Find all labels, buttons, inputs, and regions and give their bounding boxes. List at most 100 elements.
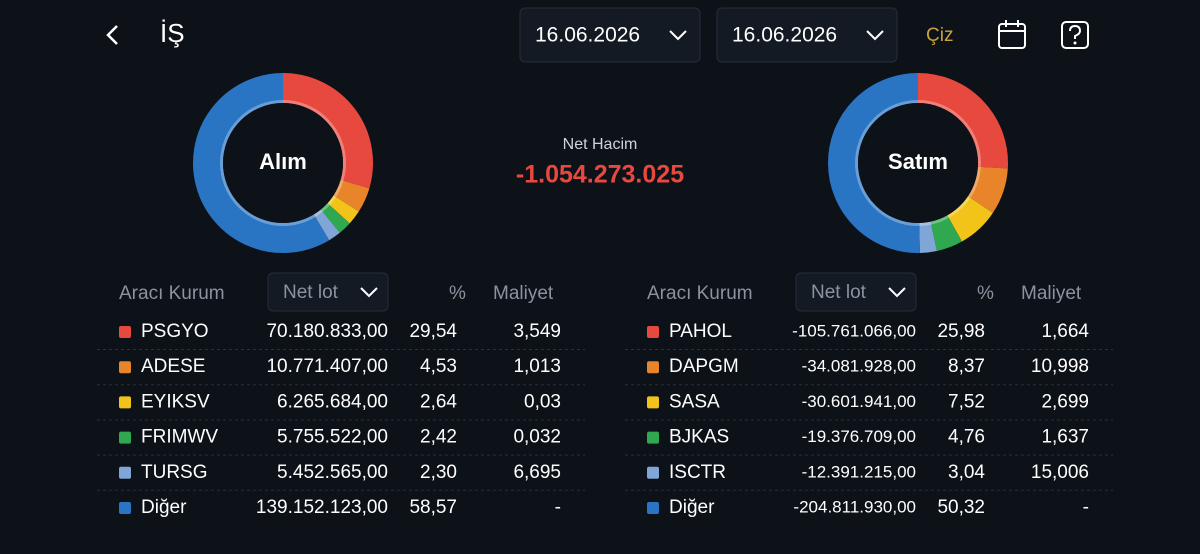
broker-name: DAPGM: [669, 356, 739, 377]
donut-label: Satım: [888, 149, 948, 174]
broker-name: SASA: [669, 391, 720, 412]
net-lot: -19.376.709,00: [802, 427, 916, 446]
donut-segment: [333, 179, 370, 212]
cost: 0,032: [513, 427, 561, 448]
chevron: [669, 30, 687, 41]
back-button[interactable]: [106, 25, 118, 45]
broker-name: FRIMWV: [141, 427, 218, 448]
broker-name: Diğer: [669, 497, 715, 518]
donut-segment: [282, 73, 373, 189]
net-lot: 6.265.684,00: [277, 391, 388, 412]
help-icon[interactable]: [1061, 21, 1089, 49]
donut-hole: [223, 103, 343, 223]
net-lot: 70.180.833,00: [266, 321, 388, 342]
donut-label: Alım: [259, 149, 307, 174]
legend-swatch: [119, 466, 131, 479]
donut-segment: [967, 166, 1008, 213]
legend-swatch: [119, 361, 131, 374]
broker-name: PAHOL: [669, 321, 732, 342]
share: 8,37: [948, 356, 985, 377]
cost: 3,549: [513, 321, 561, 342]
donut-segment: [930, 215, 962, 251]
net-lot: -204.811.930,00: [793, 497, 916, 516]
draw-button[interactable]: Çiz: [926, 25, 953, 46]
share: 2,64: [420, 391, 457, 412]
legend-swatch: [119, 502, 131, 514]
net-lot: -30.601.941,00: [802, 392, 916, 411]
column-header: %: [449, 283, 466, 304]
share: 4,53: [420, 356, 457, 377]
cost: -: [1083, 497, 1089, 518]
date-from-box[interactable]: [519, 7, 701, 63]
legend-swatch: [119, 396, 131, 409]
legend-swatch: [647, 502, 659, 514]
share: 29,54: [409, 321, 457, 342]
column-header: Maliyet: [493, 283, 554, 304]
net-lot: -12.391.215,00: [802, 462, 916, 481]
date-to-box[interactable]: [716, 7, 898, 63]
donut-inner-ring: [855, 100, 981, 226]
column-header: Net lot: [283, 282, 339, 303]
legend-swatch: [647, 466, 659, 479]
chevron: [866, 30, 884, 41]
legend-swatch: [647, 396, 659, 409]
share: 3,04: [948, 462, 985, 483]
cost: 1,013: [513, 356, 561, 377]
broker-name: ADESE: [141, 356, 205, 377]
net-lot: 139.152.123,00: [256, 497, 388, 518]
broker-name: BJKAS: [669, 427, 729, 448]
cost: 0,03: [524, 391, 561, 412]
sort-dropdown[interactable]: [267, 272, 389, 312]
net-lot: -105.761.066,00: [792, 321, 916, 340]
legend-swatch: [647, 326, 659, 338]
broker-name: PSGYO: [141, 321, 209, 342]
broker-name: Diğer: [141, 497, 187, 518]
broker-name: EYIKSV: [141, 391, 210, 412]
calendar-icon[interactable]: [998, 20, 1026, 49]
cost: 1,637: [1041, 427, 1089, 448]
legend-swatch: [647, 361, 659, 374]
donut-segment: [946, 195, 993, 242]
share: 58,57: [409, 497, 457, 518]
donut-inner-ring: [220, 100, 346, 226]
cost: 1,664: [1041, 321, 1089, 342]
column-header: Maliyet: [1021, 283, 1082, 304]
broker-name: TURSG: [141, 462, 208, 483]
share: 7,52: [948, 391, 985, 412]
share: 2,42: [420, 427, 457, 448]
net-volume-value: -1.054.273.025: [516, 161, 684, 189]
cost: 10,998: [1031, 356, 1089, 377]
date-from: 16.06.2026: [535, 24, 640, 47]
share: 50,32: [937, 497, 985, 518]
chevron: [360, 287, 378, 298]
broker-name: ISCTR: [669, 462, 726, 483]
net-lot: -34.081.928,00: [802, 357, 916, 376]
sort-dropdown[interactable]: [795, 272, 917, 312]
legend-swatch: [119, 326, 131, 338]
column-header: Aracı Kurum: [647, 283, 753, 304]
donut-segment: [313, 209, 340, 241]
donut-segment: [193, 73, 330, 253]
cost: 15,006: [1031, 462, 1089, 483]
chevron: [888, 287, 906, 298]
donut-segment: [918, 221, 937, 253]
share: 4,76: [948, 427, 985, 448]
donut-segment: [828, 73, 920, 253]
column-header: Net lot: [811, 282, 867, 303]
net-lot: 5.755.522,00: [277, 427, 388, 448]
share: 2,30: [420, 462, 457, 483]
page-title: İŞ: [160, 18, 185, 48]
column-header: Aracı Kurum: [119, 283, 225, 304]
share: 25,98: [937, 321, 985, 342]
net-lot: 5.452.565,00: [277, 462, 388, 483]
donut-segment: [917, 73, 1008, 169]
date-to: 16.06.2026: [732, 24, 837, 47]
cost: 2,699: [1041, 391, 1089, 412]
cost: 6,695: [513, 462, 561, 483]
donut-segment: [327, 195, 359, 224]
donut-segment: [320, 203, 350, 233]
net-volume-label: Net Hacim: [563, 136, 638, 153]
net-lot: 10.771.407,00: [266, 356, 388, 377]
